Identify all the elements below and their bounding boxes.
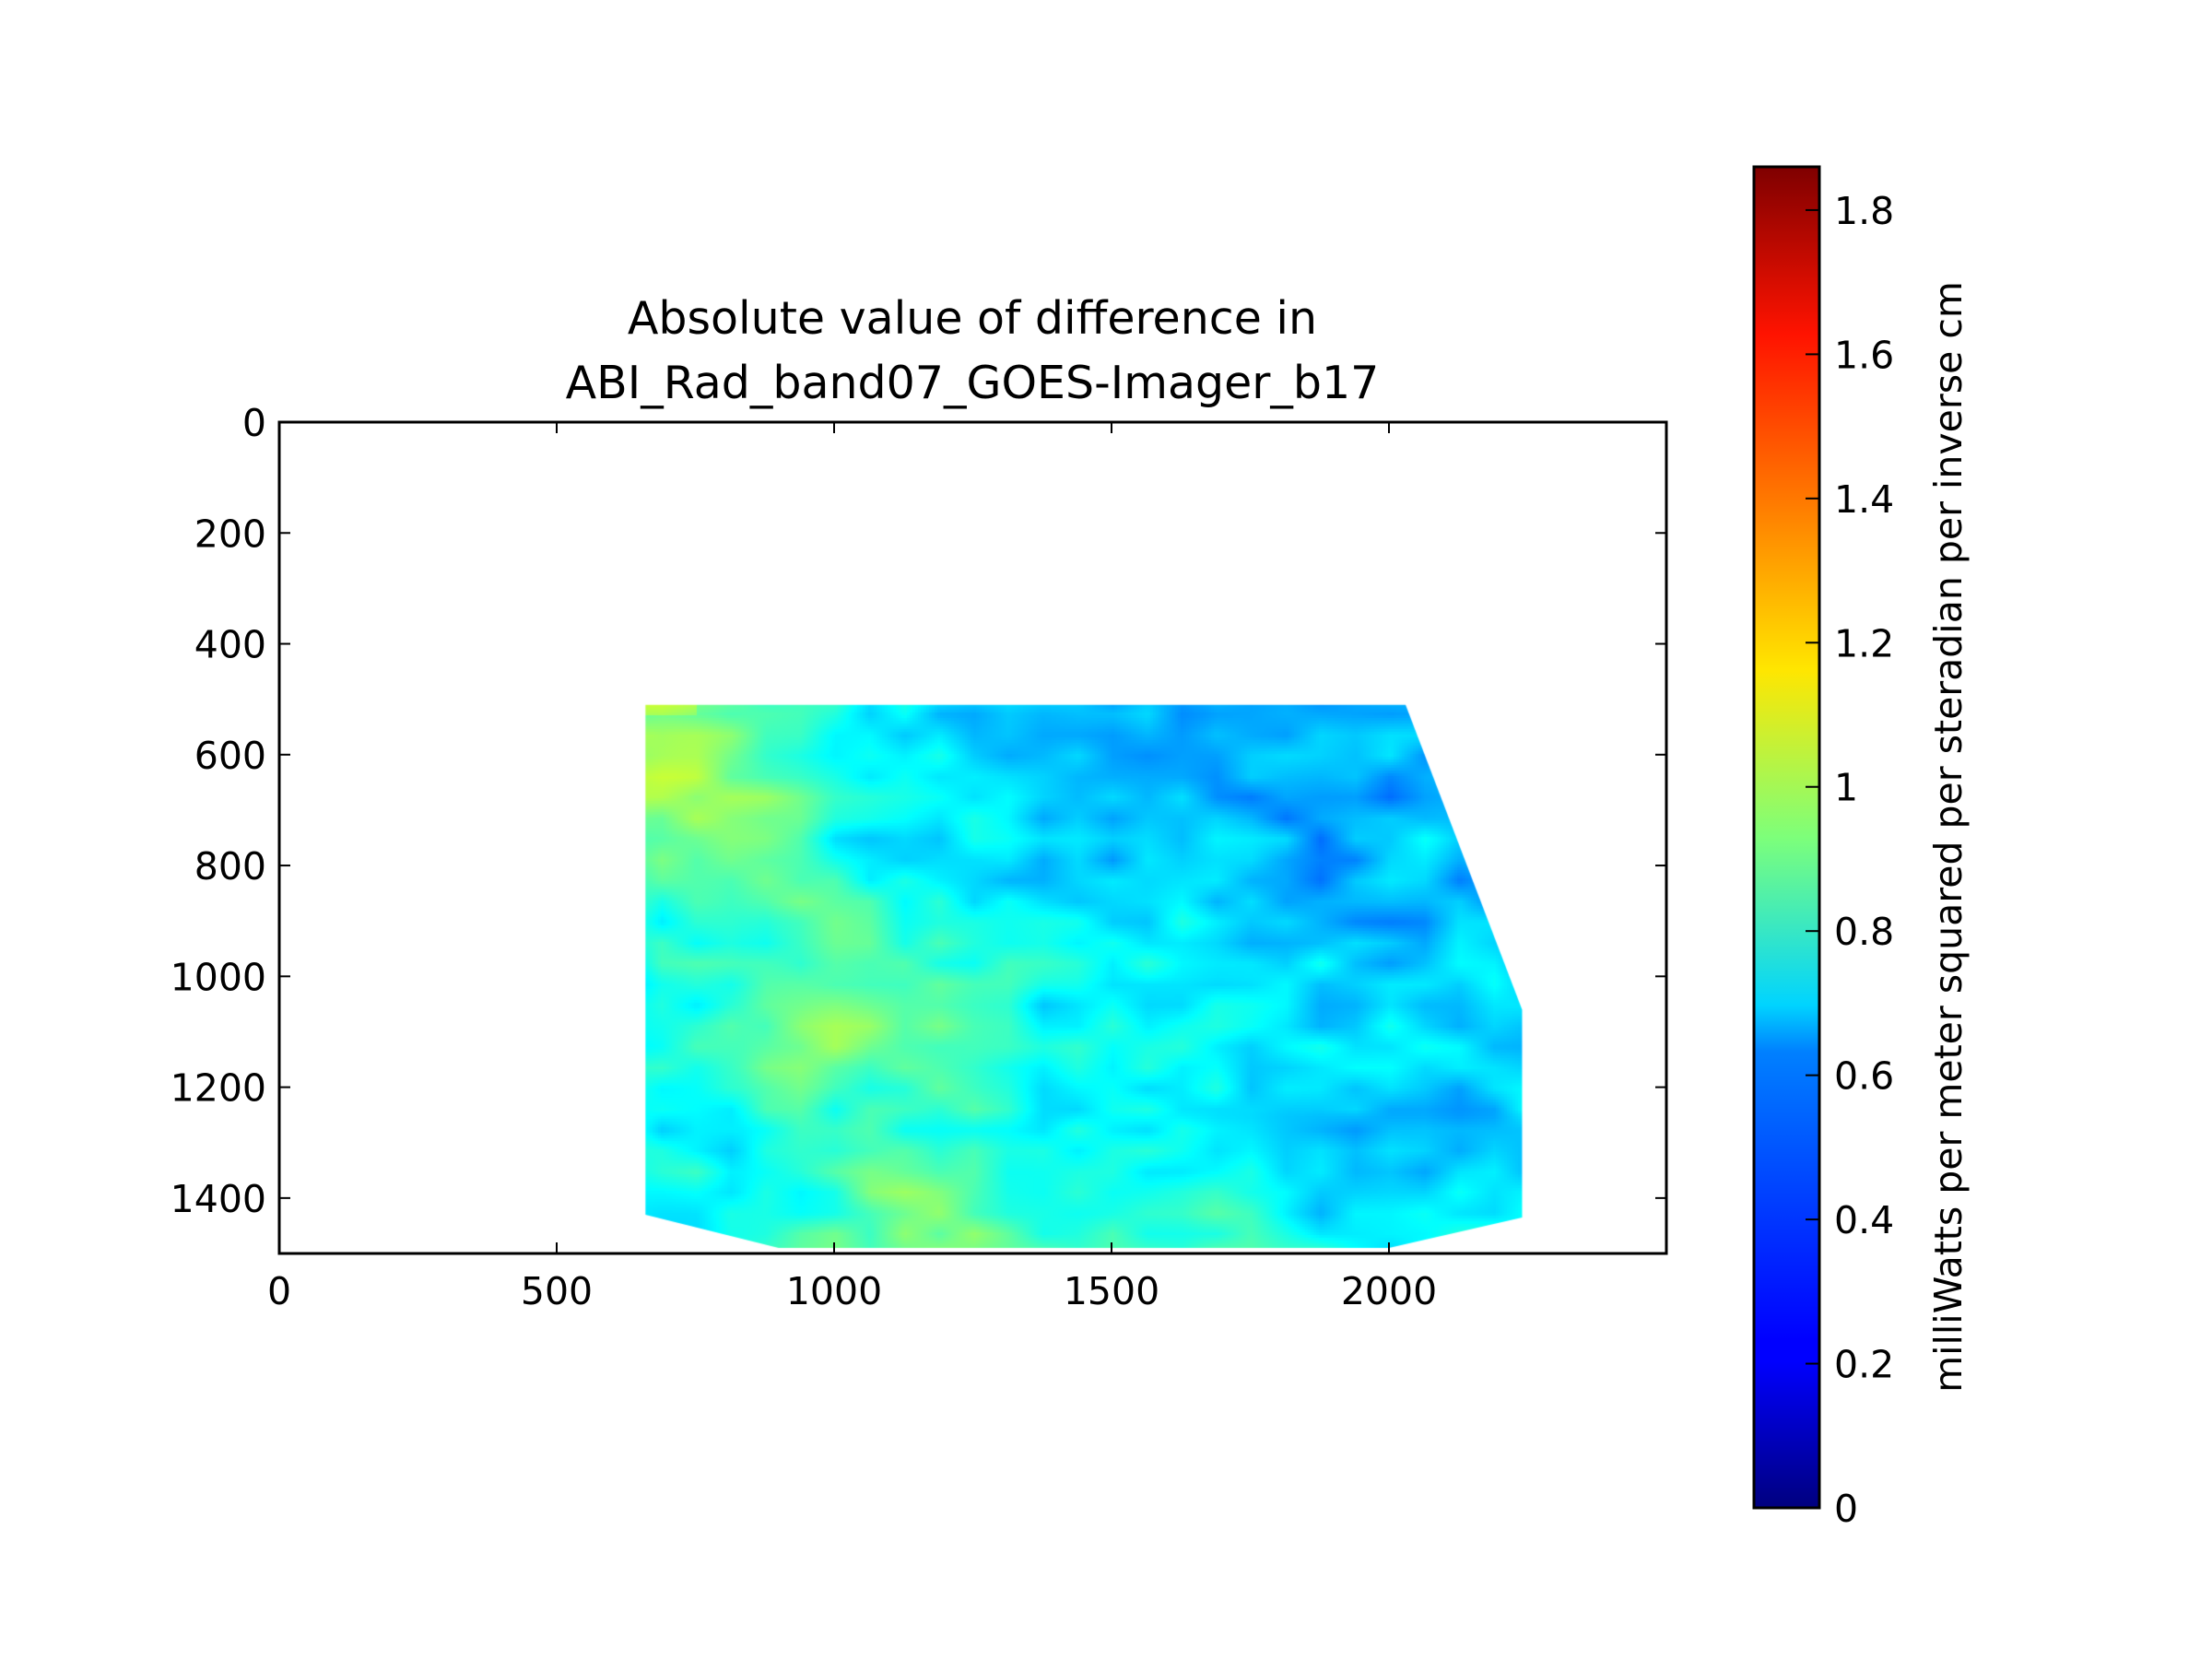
y-tick-label: 1400 — [171, 1177, 266, 1221]
y-tick-label: 400 — [194, 623, 266, 667]
colorbar-axis: 0 0.2 0.4 0.6 0.8 1 1.2 1.4 1.6 1.8 — [1806, 189, 1894, 1531]
heatmap-image — [279, 422, 1666, 1253]
chart-title-line-2: ABI_Rad_band07_GOES-Imager_b17 — [566, 357, 1380, 409]
x-tick-label: 0 — [267, 1269, 291, 1313]
x-tick-label: 500 — [521, 1269, 593, 1313]
y-tick-label: 1000 — [171, 955, 266, 999]
colorbar-tick-label: 0.4 — [1834, 1198, 1894, 1242]
x-tick-label: 1000 — [786, 1269, 882, 1313]
y-tick-label: 200 — [194, 512, 266, 556]
y-tick-label: 0 — [242, 401, 266, 445]
colorbar — [1752, 165, 1821, 1510]
chart-title-line-1: Absolute value of difference in — [628, 292, 1317, 345]
colorbar-tick-label: 1 — [1834, 766, 1858, 810]
colorbar-tick-label: 0.2 — [1834, 1343, 1894, 1387]
colorbar-tick-label: 1.8 — [1834, 189, 1894, 233]
colorbar-label: milliWatts per meter squared per steradi… — [1926, 281, 1971, 1393]
colorbar-tick-label: 0 — [1834, 1487, 1858, 1531]
colorbar-tick-label: 1.2 — [1834, 621, 1894, 665]
colorbar-tick-label: 1.4 — [1834, 477, 1894, 522]
x-axis: 0 500 1000 1500 2000 — [267, 422, 1437, 1313]
y-tick-label: 1200 — [171, 1066, 266, 1111]
axes-frame — [277, 420, 1668, 1255]
colorbar-tick-label: 1.6 — [1834, 333, 1894, 377]
plot-area — [279, 422, 1666, 1253]
y-tick-label: 600 — [194, 734, 266, 778]
colorbar-tick-label: 0.6 — [1834, 1054, 1894, 1099]
y-axis: 0 200 400 600 800 1000 1200 1400 — [171, 401, 1666, 1221]
x-tick-label: 2000 — [1341, 1269, 1437, 1313]
colorbar-tick-label: 0.8 — [1834, 910, 1894, 954]
y-tick-label: 800 — [194, 844, 266, 888]
x-tick-label: 1500 — [1064, 1269, 1159, 1313]
